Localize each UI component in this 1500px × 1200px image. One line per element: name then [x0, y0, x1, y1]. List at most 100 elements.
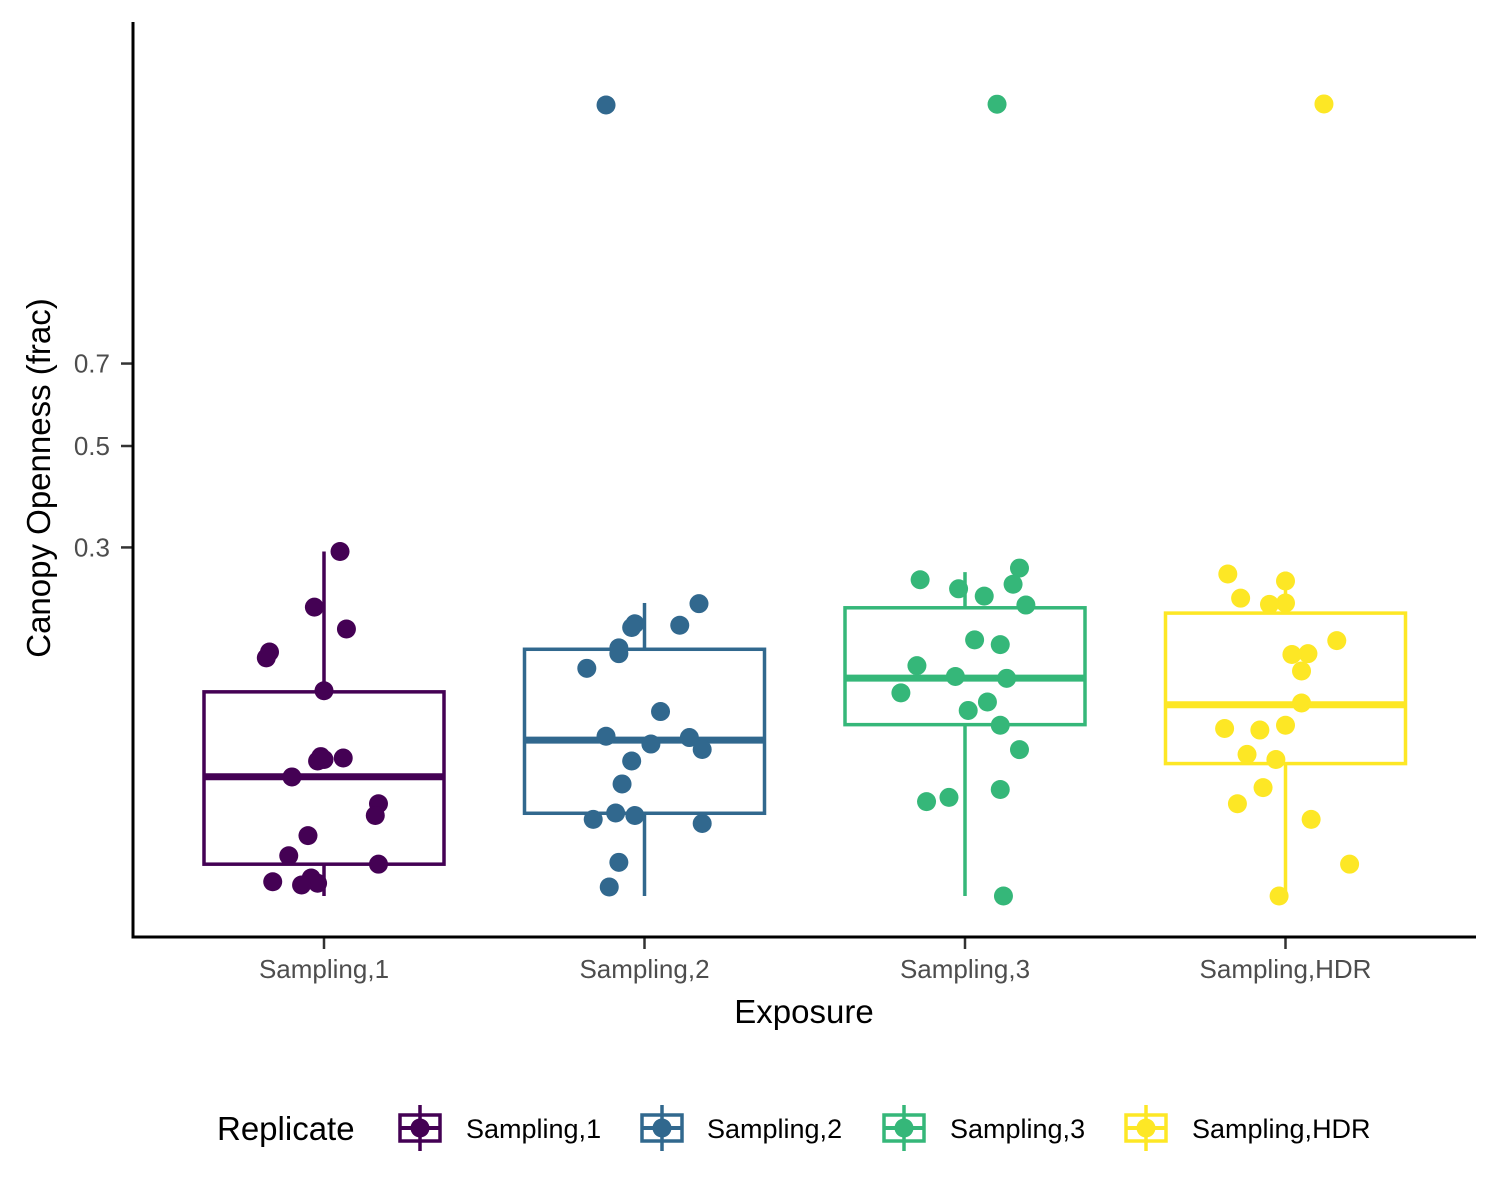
y-tick-label: 0.3: [74, 532, 110, 562]
data-point: [314, 681, 334, 701]
data-point: [689, 594, 709, 614]
x-axis-title: Exposure: [734, 993, 873, 1030]
data-point: [625, 806, 645, 826]
data-point: [1269, 886, 1289, 906]
data-point: [1250, 720, 1270, 740]
data-point: [279, 846, 299, 866]
data-point: [596, 95, 616, 115]
data-point: [641, 734, 661, 754]
axes: 0.3 0.5 0.7 Sampling,1 Sampling,2 Sampling,3…: [74, 22, 1476, 984]
data-point: [314, 750, 334, 770]
legend-item: Sampling,3: [882, 1105, 1085, 1151]
data-point: [1276, 571, 1295, 591]
data-point: [987, 94, 1007, 114]
data-point: [993, 886, 1013, 906]
data-point: [949, 579, 969, 599]
data-point: [298, 826, 318, 846]
data-point: [1276, 593, 1295, 613]
data-point: [997, 668, 1017, 688]
data-point: [1327, 631, 1347, 651]
data-point: [891, 683, 911, 703]
data-point: [368, 854, 388, 874]
data-point: [1016, 595, 1036, 615]
data-point: [365, 806, 385, 826]
data-point: [612, 774, 632, 794]
data-point: [958, 700, 978, 720]
data-point: [609, 852, 629, 872]
data-point: [1314, 94, 1334, 114]
data-point: [670, 615, 690, 635]
data-point: [651, 702, 671, 722]
data-point: [1227, 794, 1247, 814]
legend-label: Sampling,3: [950, 1114, 1085, 1144]
data-point: [282, 767, 302, 787]
data-point: [990, 635, 1010, 655]
data-point: [583, 809, 603, 829]
data-point: [308, 873, 328, 893]
box: [1163, 611, 1408, 766]
data-point: [1237, 744, 1257, 764]
legend: Replicate Sampling,1 Sampling,2 Sampling,3…: [217, 1105, 1371, 1151]
legend-item: Sampling,1: [398, 1105, 601, 1151]
x-tick-label: Sampling,HDR: [1200, 954, 1372, 984]
y-tick-label: 0.5: [74, 431, 110, 461]
data-point: [1009, 740, 1029, 760]
data-point: [679, 728, 699, 748]
data-point: [609, 644, 629, 664]
x-tick-label: Sampling,1: [259, 954, 389, 984]
data-point: [622, 618, 642, 638]
data-point: [1259, 594, 1279, 614]
y-tick-label: 0.7: [74, 349, 110, 379]
data-point: [1292, 693, 1312, 713]
legend-key-point: [410, 1118, 430, 1138]
data-point: [333, 748, 353, 768]
data-point: [990, 780, 1010, 800]
data-point: [596, 726, 616, 746]
x-tick-label: Sampling,3: [900, 954, 1030, 984]
data-point: [336, 619, 356, 639]
data-point: [1301, 809, 1321, 829]
plot-area: [202, 94, 1408, 906]
data-point: [939, 787, 959, 807]
data-point: [692, 813, 712, 833]
data-point: [945, 666, 965, 686]
legend-label: Sampling,HDR: [1192, 1114, 1371, 1144]
box: [843, 606, 1087, 727]
data-point: [1298, 644, 1318, 664]
series-3: [843, 94, 1087, 906]
legend-key: [640, 1105, 684, 1151]
x-tick-label: Sampling,2: [579, 954, 709, 984]
data-point: [622, 751, 642, 771]
data-point: [974, 586, 994, 606]
data-point: [1003, 574, 1023, 594]
data-point: [1253, 778, 1273, 798]
y-axis-title: Canopy Openness (frac): [20, 298, 57, 658]
box: [522, 647, 767, 816]
data-point: [1276, 715, 1295, 735]
legend-key: [882, 1105, 926, 1151]
series-2: [522, 95, 767, 897]
data-point: [1292, 661, 1312, 681]
legend-key: [1124, 1105, 1168, 1151]
data-point: [577, 658, 597, 678]
data-point: [606, 803, 626, 823]
legend-title: Replicate: [217, 1110, 355, 1147]
data-point: [1231, 588, 1251, 608]
legend-key-point: [1136, 1118, 1156, 1138]
data-point: [256, 648, 276, 668]
series-4: [1163, 94, 1408, 906]
data-point: [977, 692, 997, 712]
y-ticks: 0.3 0.5 0.7: [74, 349, 132, 562]
legend-item: Sampling,HDR: [1124, 1105, 1371, 1151]
data-point: [1218, 564, 1238, 584]
series-1: [202, 542, 446, 896]
data-point: [1215, 718, 1235, 738]
data-point: [692, 739, 712, 759]
legend-label: Sampling,2: [707, 1114, 842, 1144]
data-point: [990, 715, 1010, 735]
data-point: [330, 542, 350, 562]
data-point: [965, 630, 985, 650]
data-point: [907, 656, 927, 676]
legend-key: [398, 1105, 442, 1151]
